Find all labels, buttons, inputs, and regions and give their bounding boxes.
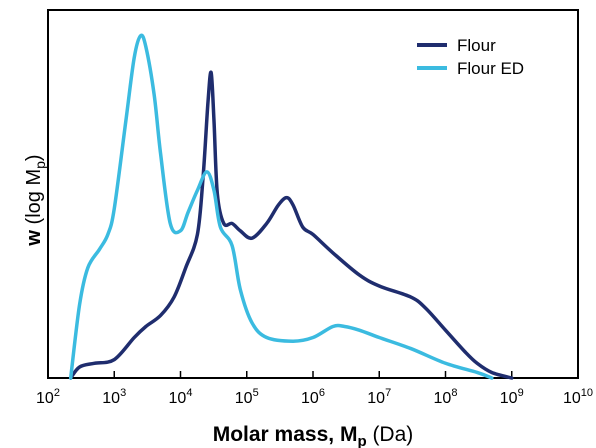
x-tick-label: 108 bbox=[434, 387, 458, 407]
legend: Flour Flour ED bbox=[417, 36, 524, 78]
x-tick-label: 103 bbox=[102, 387, 126, 407]
x-tick-label: 105 bbox=[235, 387, 259, 407]
x-axis-title: Molar mass, Mp (Da) bbox=[213, 423, 414, 448]
series-line-flour bbox=[68, 70, 514, 380]
series-line-flour-ed bbox=[68, 33, 494, 380]
series-lines bbox=[68, 33, 514, 380]
x-tick-label: 1010 bbox=[563, 387, 593, 407]
x-tick-label: 102 bbox=[36, 387, 60, 407]
x-tick-label: 107 bbox=[367, 387, 391, 407]
x-tick-label: 106 bbox=[301, 387, 325, 407]
legend-label-flour-ed: Flour ED bbox=[457, 59, 524, 78]
x-ticks: 102 103 104 105 106 107 108 109 1010 bbox=[36, 371, 593, 407]
x-tick-label: 109 bbox=[500, 387, 524, 407]
x-tick-label: 104 bbox=[169, 387, 193, 407]
y-axis-title: w (log Mp) bbox=[23, 154, 48, 246]
legend-label-flour: Flour bbox=[457, 36, 496, 55]
